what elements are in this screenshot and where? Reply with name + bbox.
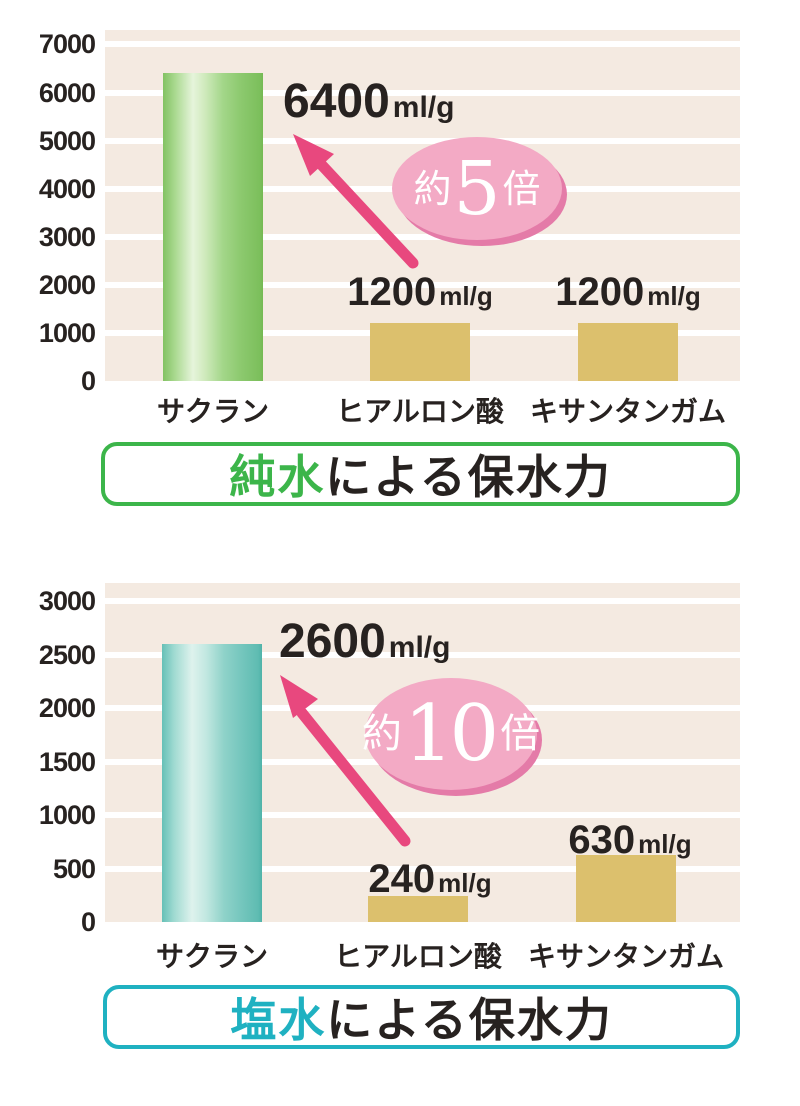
y-tick-label: 1500: [38, 746, 96, 777]
gridline: [105, 281, 740, 288]
x-category-label: ヒアルロン酸: [336, 396, 504, 427]
value-label-sacran: 6400 ml/g: [283, 75, 455, 129]
bar-sacran: [162, 643, 262, 922]
chart-title-salt-water: 塩水 による保水力: [103, 985, 740, 1049]
multiplier-badge-10x: 約 10 倍: [361, 678, 541, 790]
value-unit: ml/g: [647, 281, 701, 311]
bar-hyaluronic-acid: [370, 323, 470, 381]
bar-xanthan-gum: [576, 854, 676, 922]
title-rest: による保水力: [326, 994, 613, 1046]
y-tick-label: 2500: [38, 639, 96, 670]
x-category-label: ヒアルロン酸: [334, 941, 502, 972]
value-number: 1200: [347, 270, 437, 314]
value-unit: ml/g: [438, 868, 492, 898]
y-tick-label: 1000: [38, 317, 96, 348]
multiplier-suffix: 倍: [502, 166, 541, 211]
x-category-label: キサンタンガム: [529, 396, 726, 427]
y-tick-label: 500: [52, 853, 96, 884]
y-tick-label: 7000: [38, 29, 96, 60]
multiplier-prefix: 約: [361, 711, 402, 757]
y-tick-label: 3000: [38, 586, 96, 617]
value-number: 6400: [283, 75, 390, 128]
multiplier-prefix: 約: [413, 166, 452, 211]
value-unit: ml/g: [392, 91, 455, 124]
x-category-label: キサンタンガム: [527, 941, 724, 972]
plot-area: [105, 30, 740, 381]
chart-title-pure-water: 純水 による保水力: [101, 442, 740, 506]
title-highlight: 純水: [229, 451, 326, 503]
y-tick-label: 6000: [38, 77, 96, 108]
gridline: [105, 41, 740, 48]
y-tick-label: 1000: [38, 800, 96, 831]
value-number: 2600: [279, 615, 386, 668]
value-label-hyaluronic-acid: 240 ml/g: [320, 857, 540, 901]
y-tick-label: 2000: [38, 269, 96, 300]
multiplier-number: 5: [453, 145, 501, 232]
value-label-xanthan-gum: 1200 ml/g: [518, 270, 738, 314]
x-category-label: サクラン: [155, 941, 268, 972]
value-unit: ml/g: [439, 281, 493, 311]
title-rest: による保水力: [325, 451, 612, 503]
value-number: 240: [368, 857, 436, 901]
gridline: [105, 651, 740, 658]
gridline: [105, 89, 740, 96]
value-label-xanthan-gum: 630 ml/g: [520, 818, 740, 862]
title-highlight: 塩水: [230, 994, 327, 1046]
value-number: 630: [568, 818, 636, 862]
y-tick-label: 2000: [38, 693, 96, 724]
value-number: 1200: [555, 270, 645, 314]
chart-salt-water: 2600 ml/g 240 ml/g 630 ml/g 約 10 倍 塩水 による保水力 3…: [0, 583, 800, 1049]
gridline: [105, 233, 740, 240]
y-tick-label: 3000: [38, 221, 96, 252]
bar-hyaluronic-acid: [368, 896, 468, 922]
y-tick-label: 4000: [38, 173, 96, 204]
value-label-hyaluronic-acid: 1200 ml/g: [310, 270, 530, 314]
gridline: [105, 598, 740, 605]
value-unit: ml/g: [388, 631, 451, 664]
y-tick-label: 5000: [38, 125, 96, 156]
multiplier-number: 10: [403, 689, 499, 779]
gridline: [105, 865, 740, 872]
bar-sacran: [163, 73, 263, 381]
y-tick-label: 0: [80, 366, 96, 396]
value-label-sacran: 2600 ml/g: [279, 615, 451, 669]
x-category-label: サクラン: [156, 396, 269, 427]
y-tick-label: 0: [80, 907, 96, 937]
bar-xanthan-gum: [578, 323, 678, 381]
value-unit: ml/g: [638, 829, 692, 859]
gridline: [105, 812, 740, 819]
gridline: [105, 137, 740, 144]
multiplier-suffix: 倍: [500, 711, 541, 757]
